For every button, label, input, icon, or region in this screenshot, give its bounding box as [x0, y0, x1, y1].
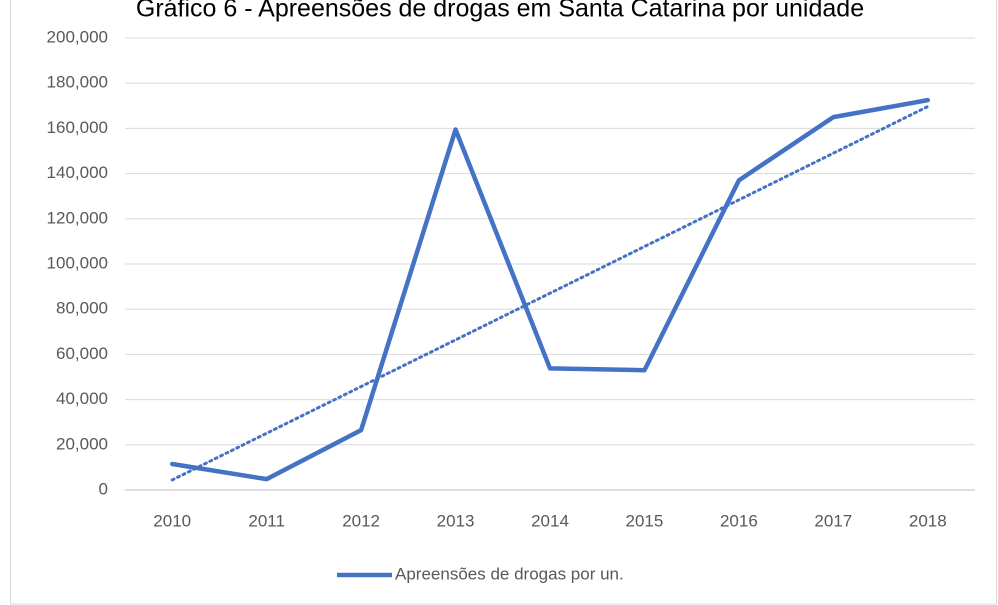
y-tick-label: 80,000 — [56, 299, 108, 318]
y-tick-label: 180,000 — [47, 73, 108, 92]
x-tick-label: 2016 — [720, 511, 758, 530]
x-tick-label: 2014 — [531, 511, 569, 530]
y-tick-label: 100,000 — [47, 253, 108, 272]
y-tick-label: 40,000 — [56, 389, 108, 408]
y-tick-label: 140,000 — [47, 163, 108, 182]
trendline — [170, 105, 930, 482]
x-tick-label: 2012 — [342, 511, 380, 530]
y-tick-label: 120,000 — [47, 208, 108, 227]
chart-title: Gráfico 6 - Apreensões de drogas em Sant… — [136, 0, 864, 23]
y-tick-label: 160,000 — [47, 118, 108, 137]
legend-label: Apreensões de drogas por un. — [395, 564, 624, 583]
x-tick-label: 2018 — [909, 511, 947, 530]
x-tick-label: 2013 — [437, 511, 475, 530]
y-tick-label: 60,000 — [56, 344, 108, 363]
x-tick-label: 2015 — [626, 511, 664, 530]
x-tick-label: 2017 — [814, 511, 852, 530]
chart-border — [10, 0, 997, 605]
x-tick-label: 2010 — [153, 511, 191, 530]
line-series — [169, 97, 931, 482]
x-tick-label: 2011 — [248, 511, 285, 530]
y-tick-label: 20,000 — [56, 434, 108, 453]
y-tick-label: 0 — [99, 479, 108, 498]
y-tick-label: 200,000 — [47, 27, 108, 46]
